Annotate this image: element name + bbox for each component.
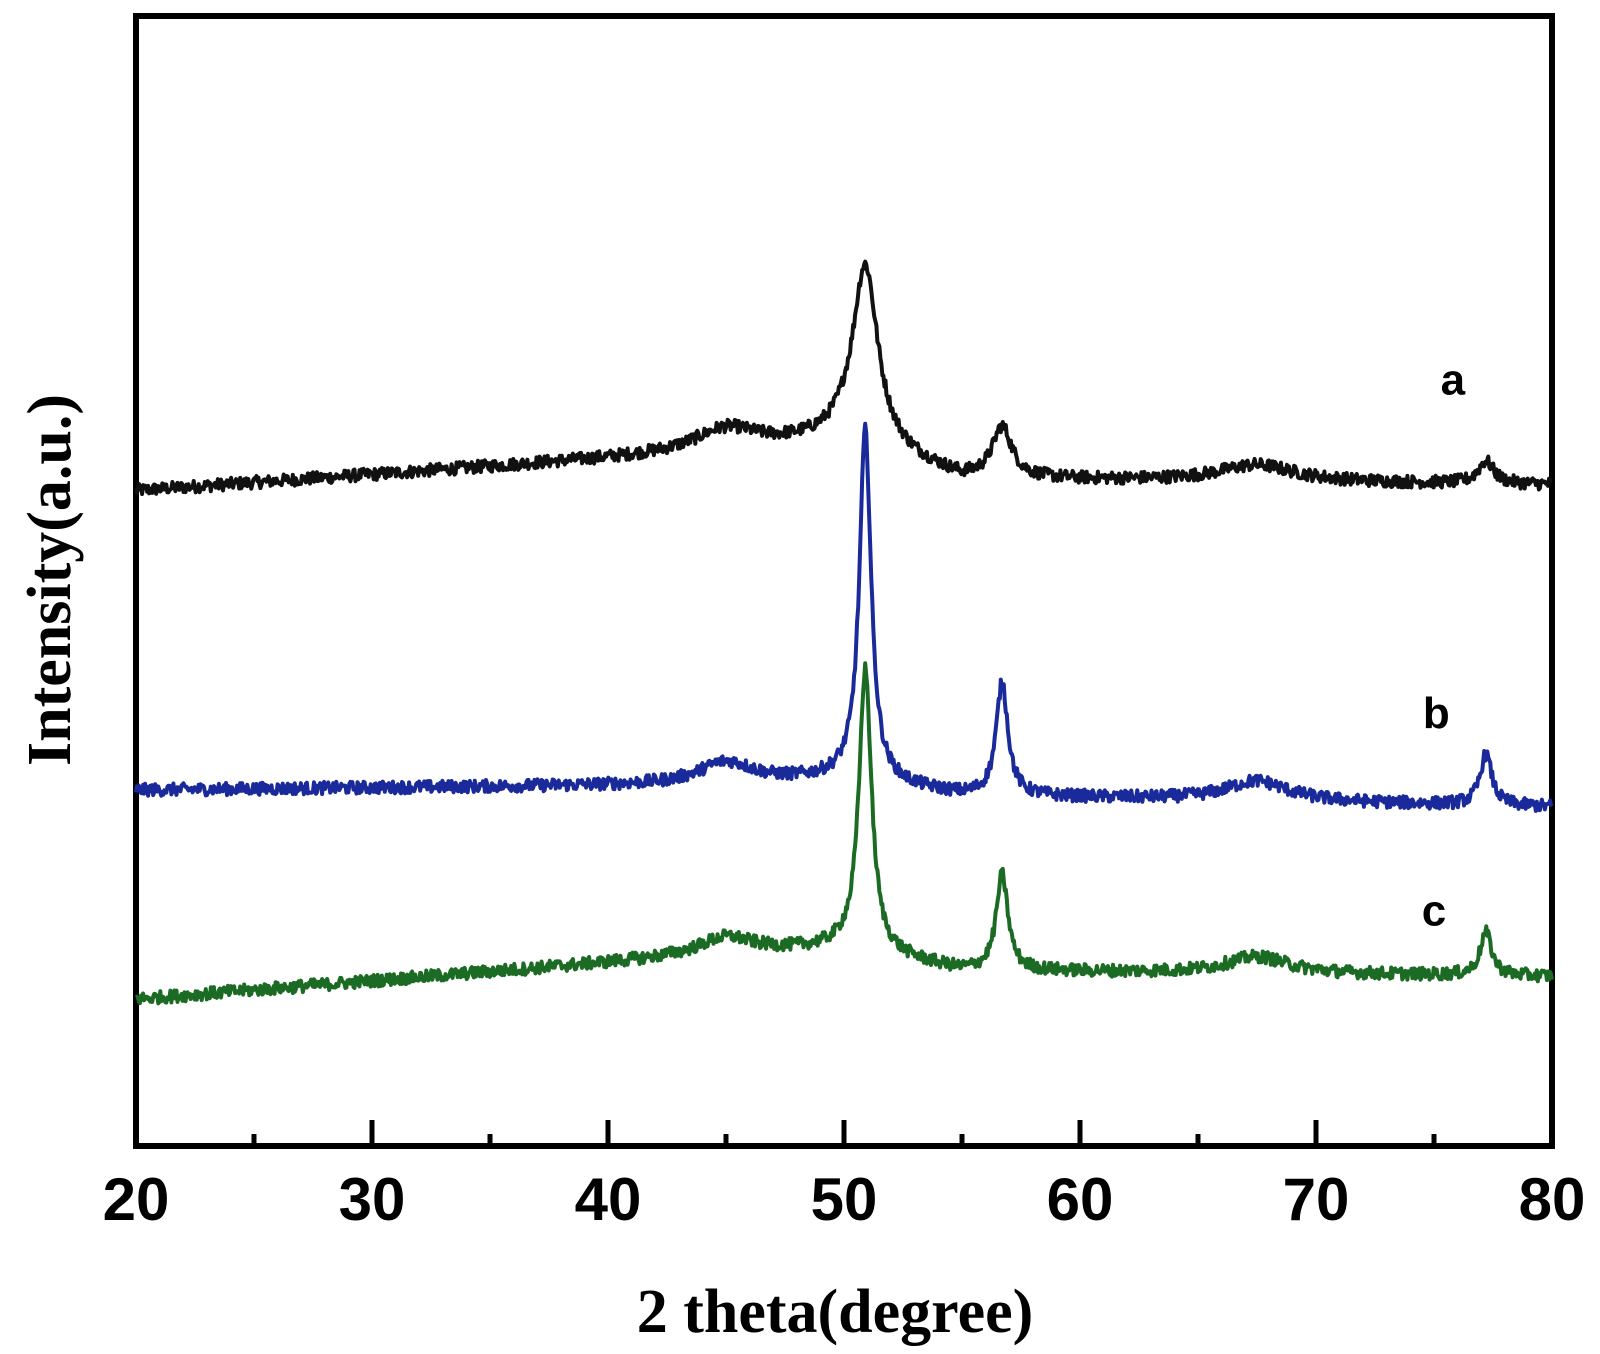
x-tick-label: 60 (1047, 1166, 1114, 1233)
x-tick-label: 30 (339, 1166, 406, 1233)
y-axis-title: Intensity(a.u.) (16, 394, 84, 766)
series-line-a (134, 259, 1553, 496)
x-tick-label: 20 (103, 1166, 170, 1233)
x-axis-ticks (133, 1120, 1555, 1146)
x-tick-label: 50 (811, 1166, 878, 1233)
series-label-c: c (1422, 887, 1446, 936)
series-label-b: b (1423, 689, 1450, 738)
x-tick-label: 40 (575, 1166, 642, 1233)
x-axis-tick-labels: 20 30 40 50 60 70 80 (103, 1166, 1586, 1233)
series-line-c (134, 661, 1554, 1006)
series-labels: a b c (1422, 356, 1466, 936)
plot-frame (133, 13, 1555, 1149)
series-group (134, 259, 1554, 1006)
x-axis-title: 2 theta(degree) (637, 1278, 1034, 1346)
series-line-b (134, 421, 1554, 813)
x-tick-label: 80 (1519, 1166, 1586, 1233)
series-label-a: a (1441, 356, 1466, 405)
x-tick-label: 70 (1283, 1166, 1350, 1233)
